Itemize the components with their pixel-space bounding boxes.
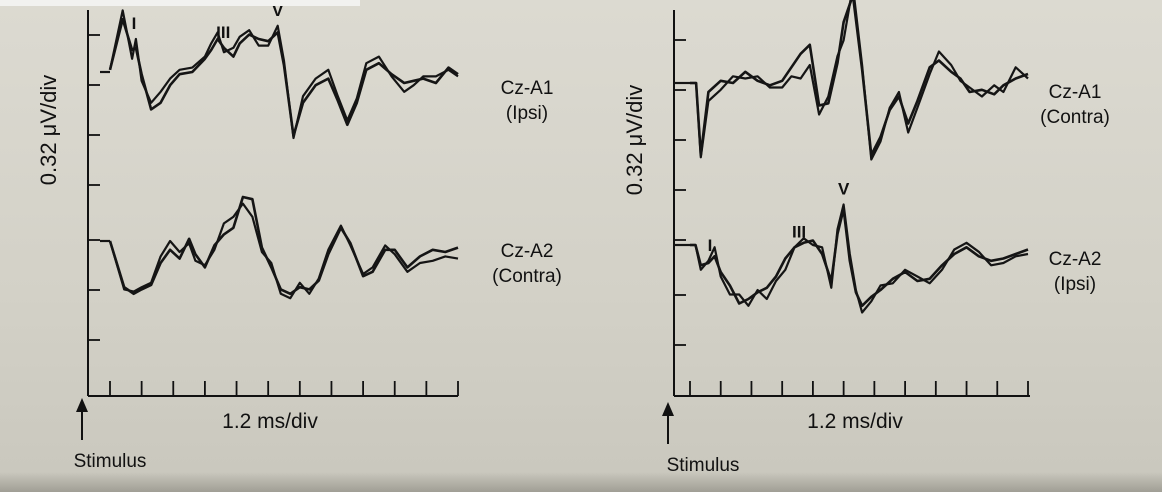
peak-label-I: I xyxy=(708,236,713,255)
x-axis-label-left: 1.2 ms/div xyxy=(222,410,318,433)
trace-label-right-2b: (Ipsi) xyxy=(1054,274,1096,295)
waveform-trace-1-1 xyxy=(690,0,1029,161)
stimulus-label-left: Stimulus xyxy=(74,451,147,472)
trace-label-left-1a: Cz-A1 xyxy=(501,78,554,99)
peak-label-V: V xyxy=(838,180,850,199)
waveform-trace-2-2 xyxy=(690,207,1029,308)
peak-label-III: III xyxy=(216,23,230,42)
x-axis-label-right: 1.2 ms/div xyxy=(807,410,903,433)
peak-label-III: III xyxy=(792,222,806,241)
waveform-trace-1-1 xyxy=(108,9,459,140)
trace-label-right-1a: Cz-A1 xyxy=(1049,82,1102,103)
trace-label-left-2a: Cz-A2 xyxy=(501,241,554,262)
waveform-trace-2-2 xyxy=(108,195,459,296)
trace-label-right-2a: Cz-A2 xyxy=(1049,249,1102,270)
stimulus-arrow-left xyxy=(76,398,88,440)
page-edge xyxy=(0,0,360,6)
photo-shadow xyxy=(0,472,1162,492)
waveform-trace-1-2 xyxy=(690,0,1029,157)
peak-label-I: I xyxy=(132,14,137,33)
y-axis-label-right: 0.32 μV/div xyxy=(622,85,647,196)
stimulus-label-right: Stimulus xyxy=(667,455,740,476)
trace-label-right-1b: (Contra) xyxy=(1040,107,1110,128)
waveform-trace-1-2 xyxy=(108,17,459,138)
trace-label-left-1b: (Ipsi) xyxy=(506,103,548,124)
y-axis-label-left: 0.32 μV/div xyxy=(36,75,61,186)
waveform-trace-2-1 xyxy=(108,202,459,300)
trace-label-left-2b: (Contra) xyxy=(492,266,562,287)
stimulus-arrow-right xyxy=(662,402,674,444)
